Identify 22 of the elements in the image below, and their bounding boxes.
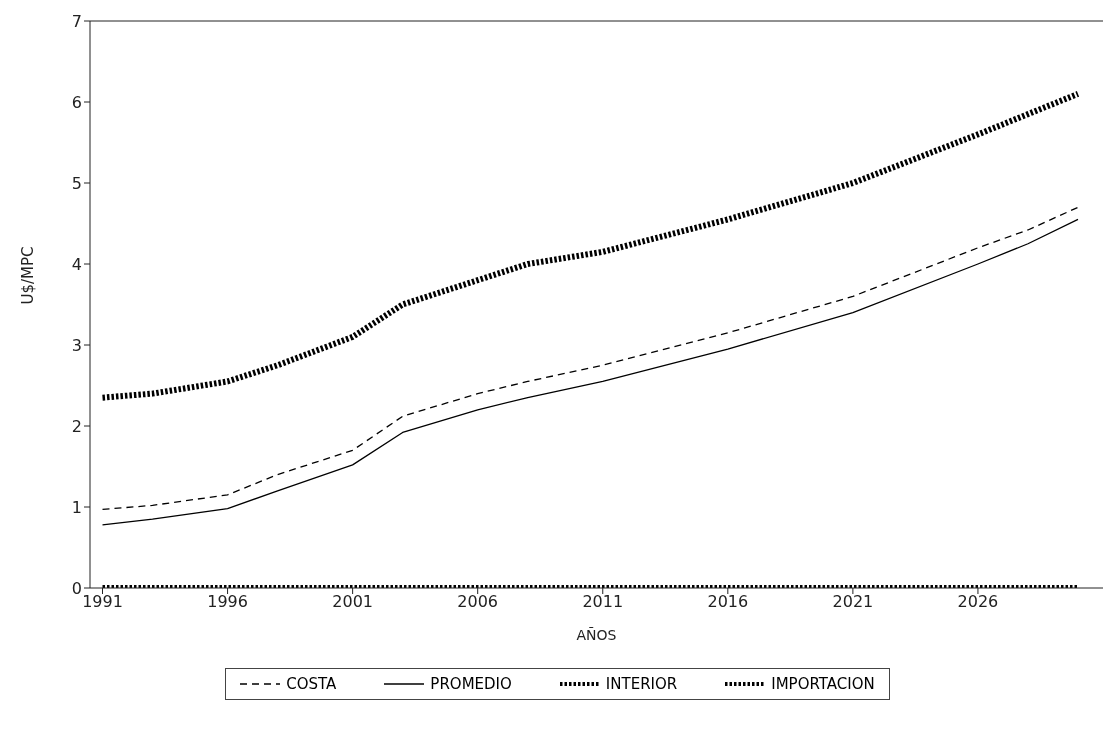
legend-label: COSTA [286,675,337,693]
y-tick-label: 2 [71,416,82,436]
y-tick-label: 5 [71,173,82,193]
x-tick-label: 2011 [582,592,624,612]
x-tick-label: 2006 [457,592,499,612]
legend-label: IMPORTACION [771,675,875,693]
y-axis-title: U$/MPC [19,246,38,305]
x-tick-label: 2016 [707,592,749,612]
y-tick-label: 3 [71,335,82,355]
legend-label: INTERIOR [605,675,678,693]
y-tick-label: 6 [71,92,82,112]
y-tick-label: 0 [71,578,82,598]
x-tick-label: 2021 [832,592,874,612]
y-tick-label: 7 [71,11,82,31]
y-tick-label: 1 [71,497,82,517]
y-tick-label: 4 [71,254,82,274]
x-tick-label: 2001 [332,592,373,612]
x-axis-title: AÑOS [576,627,617,643]
x-tick-label: 2026 [957,592,999,612]
x-tick-label: 1996 [207,592,248,612]
x-tick-label: 1991 [82,592,123,612]
legend-label: PROMEDIO [430,675,512,693]
